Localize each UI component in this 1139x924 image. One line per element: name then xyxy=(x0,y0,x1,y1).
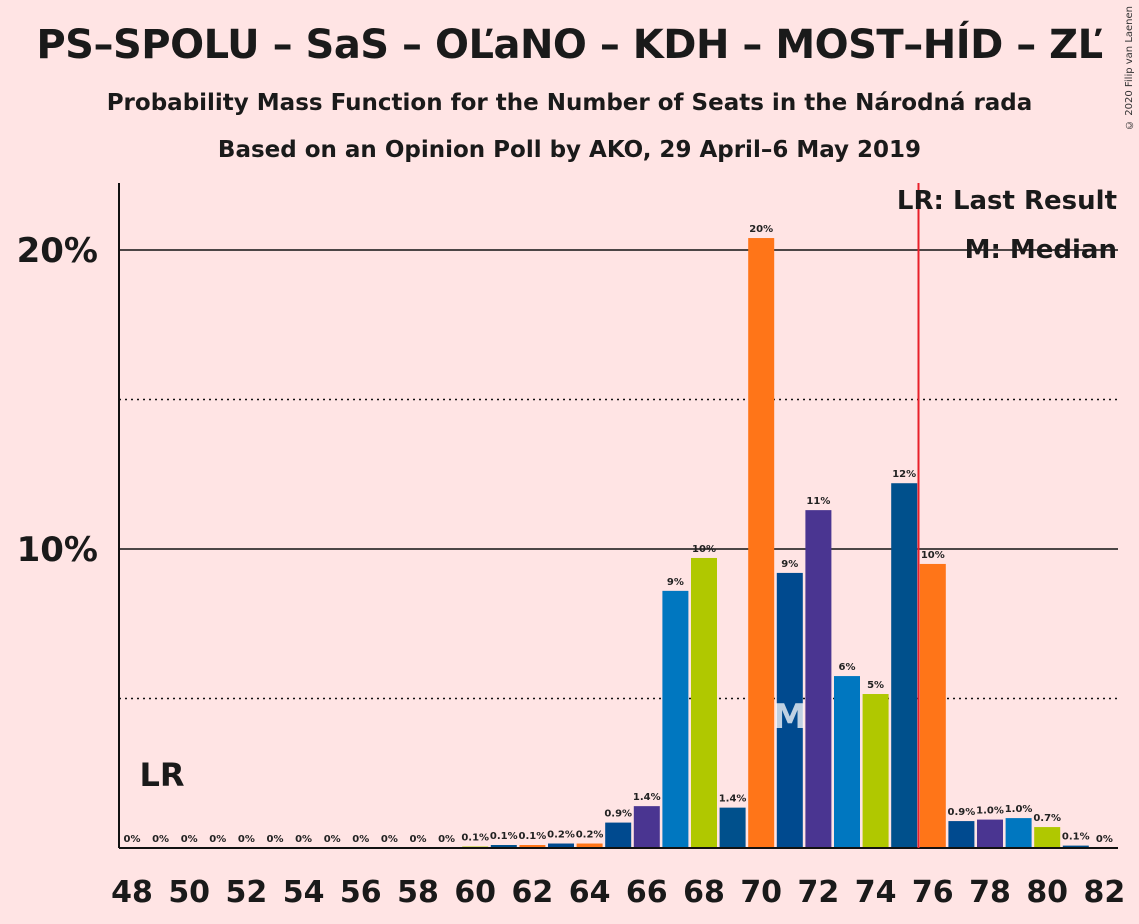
bar-value-label: 0.1% xyxy=(519,831,547,842)
bar xyxy=(691,557,717,848)
bar-value-label: 0% xyxy=(438,834,455,845)
bar-value-label: 11% xyxy=(806,496,830,507)
bar-value-label: 0% xyxy=(238,834,255,845)
x-tick-label: 70 xyxy=(740,875,782,910)
data-labels: 0% 0% 0% 0% 0% 0% 0% 0% 0% 0% 0% 0% 0.1% 0.1% 0.1% 0.2%… xyxy=(124,224,1113,845)
bar-value-label: 1.0% xyxy=(976,806,1004,817)
bar-value-label: 0% xyxy=(181,834,198,845)
bar xyxy=(662,590,689,848)
bar xyxy=(977,819,1003,848)
bar-value-label: 1.4% xyxy=(633,792,661,803)
bar-value-label: 20% xyxy=(749,224,773,235)
bar-value-label: 0.1% xyxy=(1062,832,1090,843)
bar xyxy=(919,563,946,848)
bar-value-label: 0% xyxy=(124,834,141,845)
bar xyxy=(605,822,632,848)
x-tick-label: 72 xyxy=(798,875,840,910)
bar-value-label: 12% xyxy=(892,469,916,480)
gridlines xyxy=(119,249,1118,700)
x-tick-label: 52 xyxy=(226,875,268,910)
bar-value-label: 0.7% xyxy=(1033,813,1061,824)
bar-value-label: 0.1% xyxy=(490,831,518,842)
bar-value-label: 0.9% xyxy=(604,809,632,820)
x-tick-label: 48 xyxy=(111,875,153,910)
bar xyxy=(1062,845,1089,848)
chart-subtitle: Probability Mass Function for the Number… xyxy=(106,90,1033,116)
bar-value-label: 0% xyxy=(209,834,226,845)
axes: 10% 20% 48 50 52 54 56 58 60 62 64 66 68 70 72 74 76 78 80… xyxy=(17,183,1126,910)
bar xyxy=(1034,827,1061,848)
x-tick-label: 74 xyxy=(855,875,897,910)
x-tick-label: 50 xyxy=(168,875,210,910)
bar xyxy=(748,238,775,849)
chart-title: PS–SPOLU – SaS – OĽaNO – KDH – MOST–HÍD … xyxy=(36,22,1103,68)
legend-median: M: Median xyxy=(965,235,1117,265)
bar-value-label: 9% xyxy=(667,577,684,588)
bar-value-label: 6% xyxy=(839,662,856,673)
bar xyxy=(633,806,660,848)
bar xyxy=(1005,818,1032,848)
x-tick-label: 60 xyxy=(454,875,496,910)
bar xyxy=(719,807,746,848)
bar xyxy=(891,483,918,848)
bar-value-label: 10% xyxy=(921,550,945,561)
bar-value-label: 0% xyxy=(267,834,284,845)
x-tick-label: 58 xyxy=(397,875,439,910)
bar-value-label: 0% xyxy=(324,834,341,845)
bar-value-label: 0% xyxy=(381,834,398,845)
x-tick-label: 54 xyxy=(283,875,325,910)
bar-value-label: 0% xyxy=(1096,834,1113,845)
legend-last-result: LR: Last Result xyxy=(897,186,1117,216)
bar-value-label: 1.0% xyxy=(1005,804,1033,815)
bar xyxy=(548,843,574,848)
bar xyxy=(805,510,832,848)
y-tick-label: 10% xyxy=(17,530,98,570)
bar-value-label: 0% xyxy=(410,834,427,845)
bar xyxy=(948,821,975,848)
bar-value-label: 0.1% xyxy=(461,833,489,844)
median-marker: M xyxy=(773,697,807,737)
bar xyxy=(519,845,546,848)
bar xyxy=(862,694,889,848)
x-tick-label: 62 xyxy=(512,875,554,910)
bar xyxy=(776,572,803,848)
x-tick-label: 56 xyxy=(340,875,382,910)
chart-markers: LR M LR: Last Result M: Median xyxy=(139,183,1117,848)
bar-value-label: 1.4% xyxy=(719,794,747,805)
bar xyxy=(490,845,517,848)
bar-series xyxy=(462,238,1089,849)
y-tick-label: 20% xyxy=(17,231,98,271)
bar-value-label: 5% xyxy=(867,680,884,691)
x-tick-label: 80 xyxy=(1026,875,1068,910)
x-tick-label: 68 xyxy=(683,875,725,910)
x-tick-label: 78 xyxy=(969,875,1011,910)
bar-value-label: 0% xyxy=(152,834,169,845)
bar-value-label: 0% xyxy=(352,834,369,845)
bar xyxy=(576,843,603,848)
x-tick-label: 64 xyxy=(569,875,611,910)
poll-source-line: Based on an Opinion Poll by AKO, 29 Apri… xyxy=(217,137,922,163)
bar xyxy=(834,676,860,848)
last-result-marker: LR xyxy=(139,756,184,794)
bar-value-label: 10% xyxy=(692,544,716,555)
bar-value-label: 0.9% xyxy=(948,807,976,818)
bar-value-label: 0% xyxy=(295,834,312,845)
bar-value-label: 0.2% xyxy=(547,830,575,841)
bar-value-label: 9% xyxy=(781,559,798,570)
x-tick-label: 66 xyxy=(626,875,668,910)
x-tick-label: 76 xyxy=(912,875,954,910)
x-tick-label: 82 xyxy=(1084,875,1126,910)
bar-value-label: 0.2% xyxy=(576,830,604,841)
